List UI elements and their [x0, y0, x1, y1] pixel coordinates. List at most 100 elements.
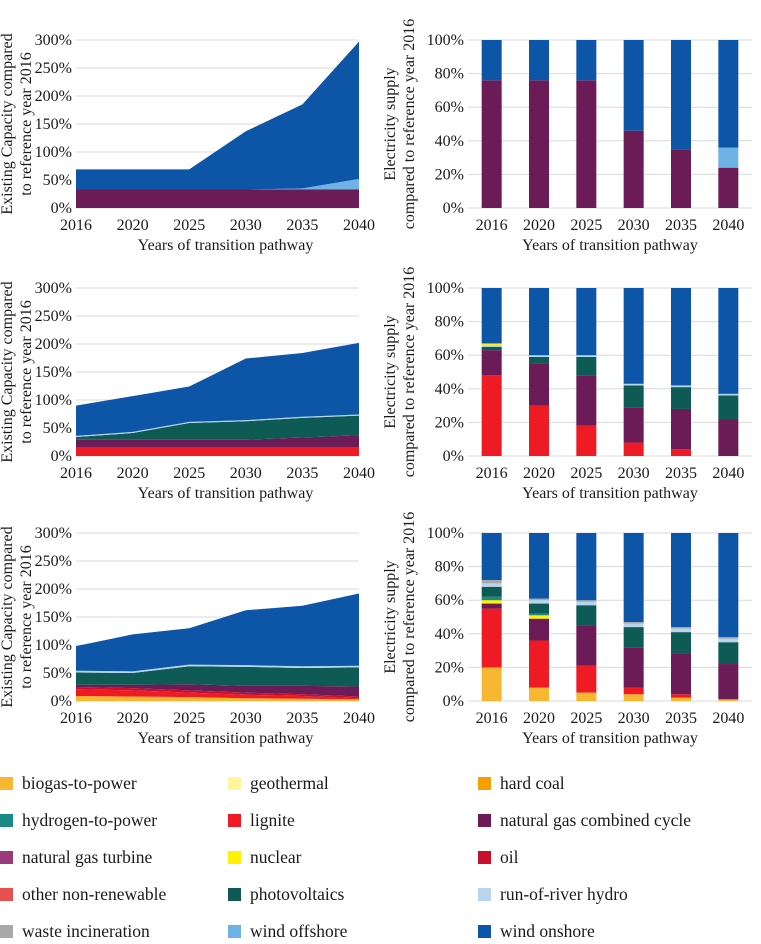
- x-tick-label: 2025: [570, 465, 602, 482]
- x-tick-label: 2025: [570, 217, 602, 234]
- area-series-wind-onshore: [76, 41, 359, 190]
- bar-segment-biogas-to-power: [529, 687, 549, 701]
- legend-label: photovoltaics: [250, 883, 345, 904]
- bar-segment-natural-gas-combined-cycle: [718, 167, 739, 208]
- y-tick-label: 40%: [435, 626, 464, 643]
- y-tick-label: 200%: [35, 581, 72, 598]
- bar-segment-wind-onshore: [623, 40, 644, 131]
- bar-segment-photovoltaics: [623, 627, 644, 648]
- bar-segment-waste-incineration: [718, 637, 739, 639]
- y-tick-label: 40%: [435, 133, 464, 150]
- x-tick-label: 2025: [173, 710, 205, 727]
- bar-segment-photovoltaics: [481, 346, 502, 351]
- bar-segment-run-of-river-hydro: [576, 355, 597, 357]
- y-tick-label: 60%: [435, 592, 464, 609]
- y-axis-title-line-2: to reference year 2016: [18, 545, 35, 688]
- y-tick-label: 60%: [435, 99, 464, 116]
- scenario-3-supply: 0% 20% 40% 60% 80% 100% 2016 2020 2025 2030 2035 20…: [382, 512, 752, 747]
- legend-swatch: [228, 887, 241, 901]
- x-tick-label: 2016: [476, 217, 508, 234]
- legend-label: hard coal: [500, 772, 565, 793]
- x-tick-label: 2030: [618, 465, 650, 482]
- legend-item: wind offshore: [228, 918, 347, 944]
- bar-segment-run-of-river-hydro: [529, 355, 549, 357]
- bar-segment-biogas-to-power: [623, 694, 644, 701]
- bar-segment-run-of-river-hydro: [481, 583, 502, 587]
- bar-segment-natural-gas-combined-cycle: [529, 80, 549, 208]
- y-tick-label: 100%: [427, 525, 464, 542]
- area-series-natural-gas-combined-cycle: [76, 435, 359, 448]
- legend-item: waste incineration: [0, 918, 150, 944]
- area-series-lignite: [76, 447, 359, 456]
- bar-segment-run-of-river-hydro: [671, 628, 691, 633]
- bar-segment-natural-gas-combined-cycle: [623, 130, 644, 208]
- y-tick-label: 100%: [35, 144, 72, 161]
- x-tick-label: 2020: [117, 217, 149, 234]
- x-tick-label: 2030: [618, 217, 650, 234]
- bar-segment-wind-onshore: [529, 288, 549, 356]
- y-tick-label: 150%: [35, 609, 72, 626]
- legend-label: oil: [500, 846, 519, 867]
- x-tick-label: 2040: [343, 217, 375, 234]
- bar-segment-lignite: [576, 425, 597, 456]
- area-series-photovoltaics: [76, 666, 359, 687]
- bar-segment-natural-gas-combined-cycle: [576, 80, 597, 208]
- y-tick-label: 80%: [435, 314, 464, 331]
- x-tick-label: 2016: [476, 710, 508, 727]
- y-axis-title-line-1: Electricity supply: [382, 67, 399, 180]
- x-tick-label: 2040: [712, 465, 744, 482]
- legend-label: other non-renewable: [22, 883, 167, 904]
- bar-segment-hydrogen-to-power: [481, 596, 502, 601]
- bar-segment-run-of-river-hydro: [718, 393, 739, 396]
- y-axis-title-line-2: compared to reference year 2016: [401, 19, 418, 230]
- x-tick-label: 2020: [523, 465, 555, 482]
- bar-segment-run-of-river-hydro: [671, 385, 691, 388]
- x-tick-label: 2035: [286, 710, 318, 727]
- x-axis-title: Years of transition pathway: [138, 730, 314, 747]
- bar-segment-wind-onshore: [671, 533, 691, 628]
- x-axis-title: Years of transition pathway: [138, 237, 314, 254]
- y-tick-label: 0%: [51, 200, 72, 217]
- y-tick-label: 100%: [427, 32, 464, 49]
- bar-segment-natural-gas-combined-cycle: [623, 407, 644, 443]
- bar-segment-photovoltaics: [623, 385, 644, 408]
- bar-segment-lignite: [529, 640, 549, 688]
- legend-item: wind onshore: [478, 918, 595, 944]
- area-series-oil: [76, 687, 359, 699]
- x-tick-label: 2035: [286, 217, 318, 234]
- x-tick-label: 2025: [173, 465, 205, 482]
- bar-segment-waste-incineration: [671, 627, 691, 629]
- bar-segment-wind-onshore: [576, 288, 597, 356]
- area-series-wind-onshore: [76, 342, 359, 436]
- y-tick-label: 100%: [35, 637, 72, 654]
- bar-segment-wind-onshore: [718, 40, 739, 148]
- x-axis-title: Years of transition pathway: [522, 730, 698, 747]
- bar-segment-run-of-river-hydro: [481, 345, 502, 347]
- area-series-natural-gas-combined-cycle: [76, 189, 359, 208]
- x-axis-title: Years of transition pathway: [522, 485, 698, 502]
- legend-label: nuclear: [250, 846, 302, 867]
- x-tick-label: 2035: [665, 217, 697, 234]
- y-tick-label: 80%: [435, 66, 464, 83]
- bar-segment-natural-gas-combined-cycle: [481, 603, 502, 609]
- y-tick-label: 200%: [35, 88, 72, 105]
- bar-segment-run-of-river-hydro: [623, 623, 644, 628]
- bar-segment-natural-gas-combined-cycle: [529, 363, 549, 406]
- bar-segment-natural-gas-combined-cycle: [718, 419, 739, 456]
- y-tick-label: 50%: [43, 665, 72, 682]
- legend-label: lignite: [250, 809, 295, 830]
- x-tick-label: 2020: [117, 710, 149, 727]
- y-axis-title-line-1: Existing Capacity compared: [0, 33, 16, 214]
- bar-segment-natural-gas-combined-cycle: [671, 653, 691, 695]
- legend-swatch: [228, 813, 241, 827]
- x-tick-label: 2020: [117, 465, 149, 482]
- legend-item: run-of-river hydro: [478, 881, 628, 907]
- legend-label: wind onshore: [500, 920, 595, 941]
- scenario-3-capacity: 0% 50% 100% 150% 200% 250% 300% 2016 2020 2025 203…: [0, 525, 375, 747]
- x-tick-label: 2025: [570, 710, 602, 727]
- bar-segment-lignite: [623, 687, 644, 695]
- y-tick-label: 60%: [435, 347, 464, 364]
- bar-segment-wind-onshore: [481, 288, 502, 344]
- bar-segment-nuclear: [529, 615, 549, 619]
- y-axis-title-line-1: Electricity supply: [382, 560, 399, 673]
